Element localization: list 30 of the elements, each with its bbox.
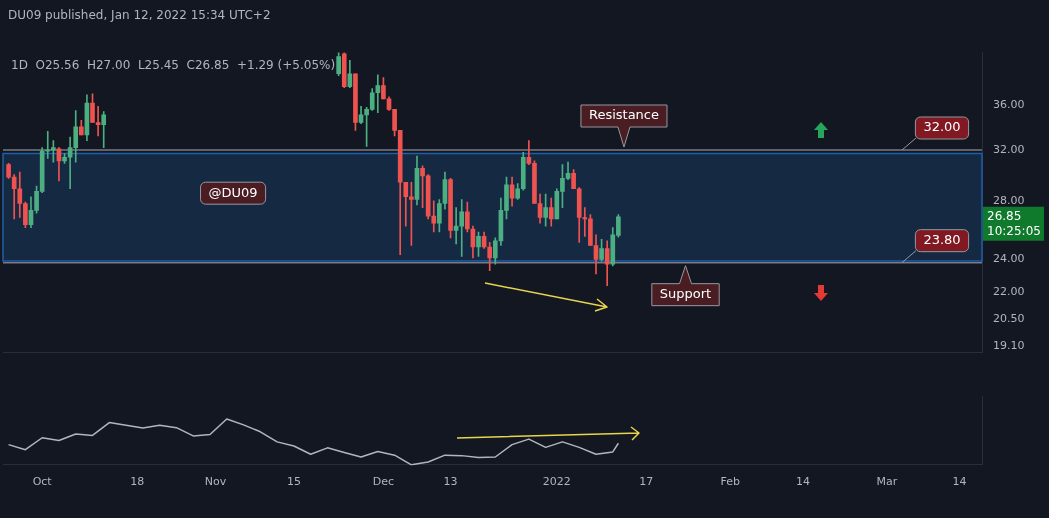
- x-tick-label: Dec: [372, 475, 395, 489]
- y-tick-label: 20.50: [993, 312, 1025, 326]
- annotation: Resistance: [588, 107, 659, 123]
- y-tick-label: 32.00: [993, 142, 1025, 156]
- text: 10:25:05: [987, 223, 1041, 238]
- x-tick-label: Mar: [876, 475, 898, 489]
- x-tick-label: 17: [639, 475, 654, 489]
- text: 1D O25.56 H27.00 L25.45 C26.85 +1.29 (+5.05%): [11, 58, 336, 73]
- annotation: Support: [659, 286, 712, 302]
- y-tick-label: 36.00: [993, 98, 1025, 112]
- y-tick-label: 24.00: [993, 252, 1025, 266]
- x-tick-label: Oct: [32, 475, 53, 489]
- x-tick-label: 15: [286, 475, 301, 489]
- x-tick-label: 14: [795, 475, 810, 489]
- x-tick-label: 13: [443, 475, 458, 489]
- x-tick-label: Nov: [204, 475, 227, 489]
- candlestick: [431, 200, 437, 233]
- y-tick-label: 19.10: [993, 339, 1025, 353]
- x-tick-label: 18: [130, 475, 145, 489]
- x-tick-label: 2022: [542, 475, 571, 489]
- y-tick-label: 28.00: [993, 193, 1025, 207]
- y-tick-label: 22.00: [993, 285, 1025, 299]
- ref-line-label: 32.00: [923, 119, 961, 135]
- x-tick-label: Feb: [720, 475, 741, 489]
- annotation: @DU09: [208, 184, 258, 200]
- candlestick: [459, 199, 465, 257]
- ref-line-label: 23.80: [923, 232, 961, 248]
- chart-subtitle: DU09 published, Jan 12, 2022 15:34 UTC+2: [8, 8, 271, 23]
- text: 26.85: [987, 208, 1022, 223]
- x-tick-label: 14: [952, 475, 967, 489]
